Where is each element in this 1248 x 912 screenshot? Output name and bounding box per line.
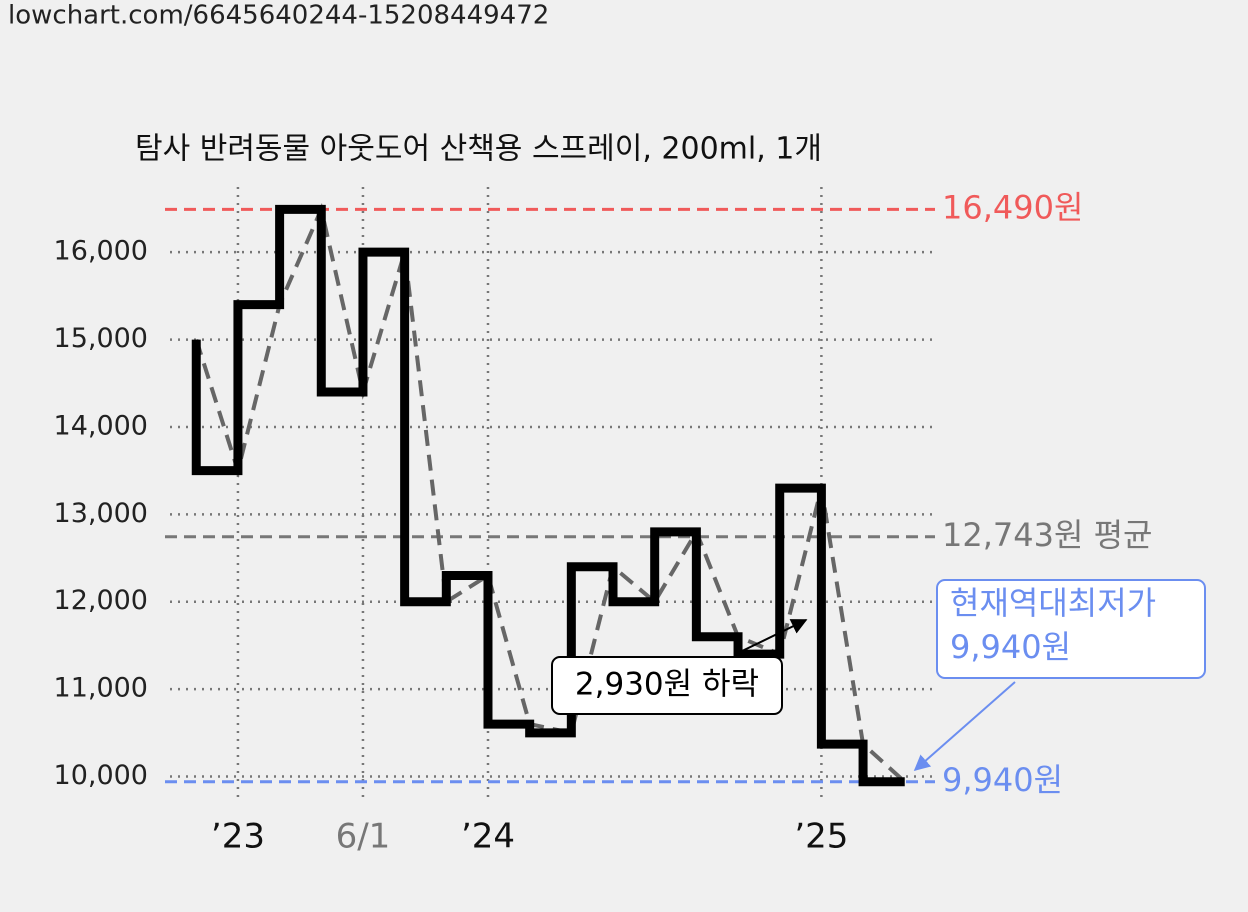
url: lowchart.com/6645640244-15208449472 <box>8 1 549 31</box>
reference-label: 9,940원 <box>942 761 1063 799</box>
x-tick-label: ’25 <box>794 817 848 857</box>
trend-line <box>194 202 907 784</box>
price-step-line <box>191 204 905 787</box>
annotation-text: 9,940원 <box>950 628 1071 666</box>
reference-label: 16,490원 <box>942 188 1083 226</box>
y-tick-label: 11,000 <box>54 673 148 704</box>
annotation-box <box>551 656 783 715</box>
x-tick-label: ’24 <box>461 817 515 857</box>
annotation-arrow <box>739 619 808 653</box>
y-tick-label: 13,000 <box>54 498 148 529</box>
x-tick-label: 6/1 <box>336 817 391 857</box>
y-tick-label: 14,000 <box>54 410 148 441</box>
x-tick-label: ’23 <box>211 817 265 857</box>
annotation-arrow <box>913 681 1016 772</box>
annotation-box <box>936 579 1206 679</box>
y-tick-label: 16,000 <box>54 236 148 267</box>
y-tick-label: 10,000 <box>54 760 148 791</box>
y-tick-label: 15,000 <box>54 323 148 354</box>
annotation-text: 2,930원 하락 <box>575 667 759 703</box>
chart-title: 탐사 반려동물 아웃도어 산책용 스프레이, 200ml, 1개 <box>135 132 822 167</box>
y-tick-label: 12,000 <box>54 585 148 616</box>
annotation-text: 현재역대최저가 <box>950 584 1156 622</box>
reference-label: 12,743원 평균 <box>942 516 1152 554</box>
